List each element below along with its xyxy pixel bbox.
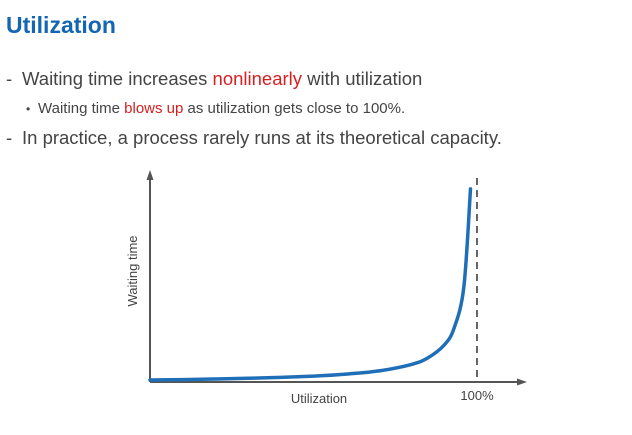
sub-bullet-text: Waiting time <box>38 100 125 117</box>
bullet-marker: - <box>6 127 13 148</box>
sub-bullet-text-end: as utilization gets close to 100%. <box>183 100 406 117</box>
y-axis-label: Waiting time <box>125 235 140 306</box>
x-axis-arrow <box>517 378 527 386</box>
x-axis-label: Utilization <box>291 391 347 406</box>
waiting-time-curve <box>148 187 473 382</box>
bullet-highlight: nonlinearly <box>212 68 303 89</box>
bullet-text: Waiting time increases <box>22 68 213 89</box>
slide-title: Utilization <box>6 12 116 38</box>
bullet-nonlinear: - Waiting time increases nonlinearly with… <box>6 68 422 90</box>
asymptote-label: 100% <box>460 388 494 403</box>
bullet-practice: - In practice, a process rarely runs at i… <box>6 127 502 149</box>
y-axis-arrow <box>146 170 154 180</box>
bullet-text-end: with utilization <box>302 68 423 89</box>
sub-bullet-blows-up: • Waiting time blows up as utilization ge… <box>26 100 405 117</box>
bullet-marker: - <box>6 68 13 89</box>
bullet-text: In practice, a process rarely runs at it… <box>22 127 502 148</box>
sub-bullet-marker: • <box>26 102 31 116</box>
sub-bullet-highlight: blows up <box>124 100 184 117</box>
